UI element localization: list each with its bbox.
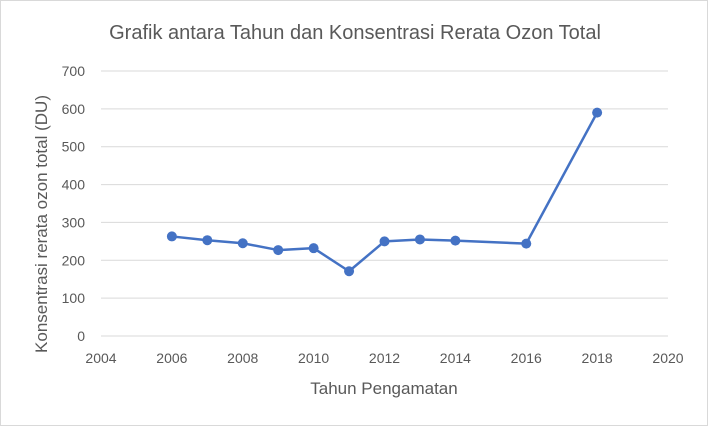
data-point (521, 238, 532, 249)
x-tick-label: 2010 (298, 350, 329, 366)
y-tick-label: 400 (62, 177, 86, 193)
data-point (414, 234, 425, 245)
x-tick-label: 2012 (369, 350, 400, 366)
data-point (450, 235, 461, 246)
data-point (308, 243, 319, 254)
data-point (237, 238, 248, 249)
y-tick-label: 200 (62, 252, 86, 268)
series-line (171, 112, 599, 273)
data-point (166, 231, 177, 242)
x-tick-label: 2008 (227, 350, 258, 366)
x-tick-label: 2018 (582, 350, 613, 366)
gridlines (101, 70, 668, 337)
y-tick-label: 600 (62, 101, 86, 117)
data-point (344, 266, 355, 277)
x-tick-label: 2006 (156, 350, 187, 366)
x-tick-label: 2016 (511, 350, 542, 366)
y-tick-label: 100 (62, 290, 86, 306)
series-layer (166, 107, 603, 277)
x-tick-label: 2014 (440, 350, 471, 366)
x-tick-labels: 2004 2006 2008 2010 2012 2014 2016 2018 2020 (85, 350, 683, 366)
data-point (592, 107, 603, 118)
x-tick-label: 2004 (85, 350, 116, 366)
data-point (379, 236, 390, 247)
y-tick-labels: 0 100 200 300 400 500 600 700 (62, 63, 86, 344)
y-tick-label: 300 (62, 214, 86, 230)
y-axis-title: Konsentrasi rerata ozon total (DU) (32, 95, 51, 353)
y-tick-label: 500 (62, 139, 86, 155)
y-tick-label: 0 (77, 328, 85, 344)
chart-title: Grafik antara Tahun dan Konsentrasi Rera… (109, 22, 601, 44)
data-point (202, 235, 213, 246)
x-axis-title: Tahun Pengamatan (310, 379, 457, 398)
data-point (273, 245, 284, 256)
x-tick-label: 2020 (652, 350, 683, 366)
y-tick-label: 700 (62, 63, 86, 79)
